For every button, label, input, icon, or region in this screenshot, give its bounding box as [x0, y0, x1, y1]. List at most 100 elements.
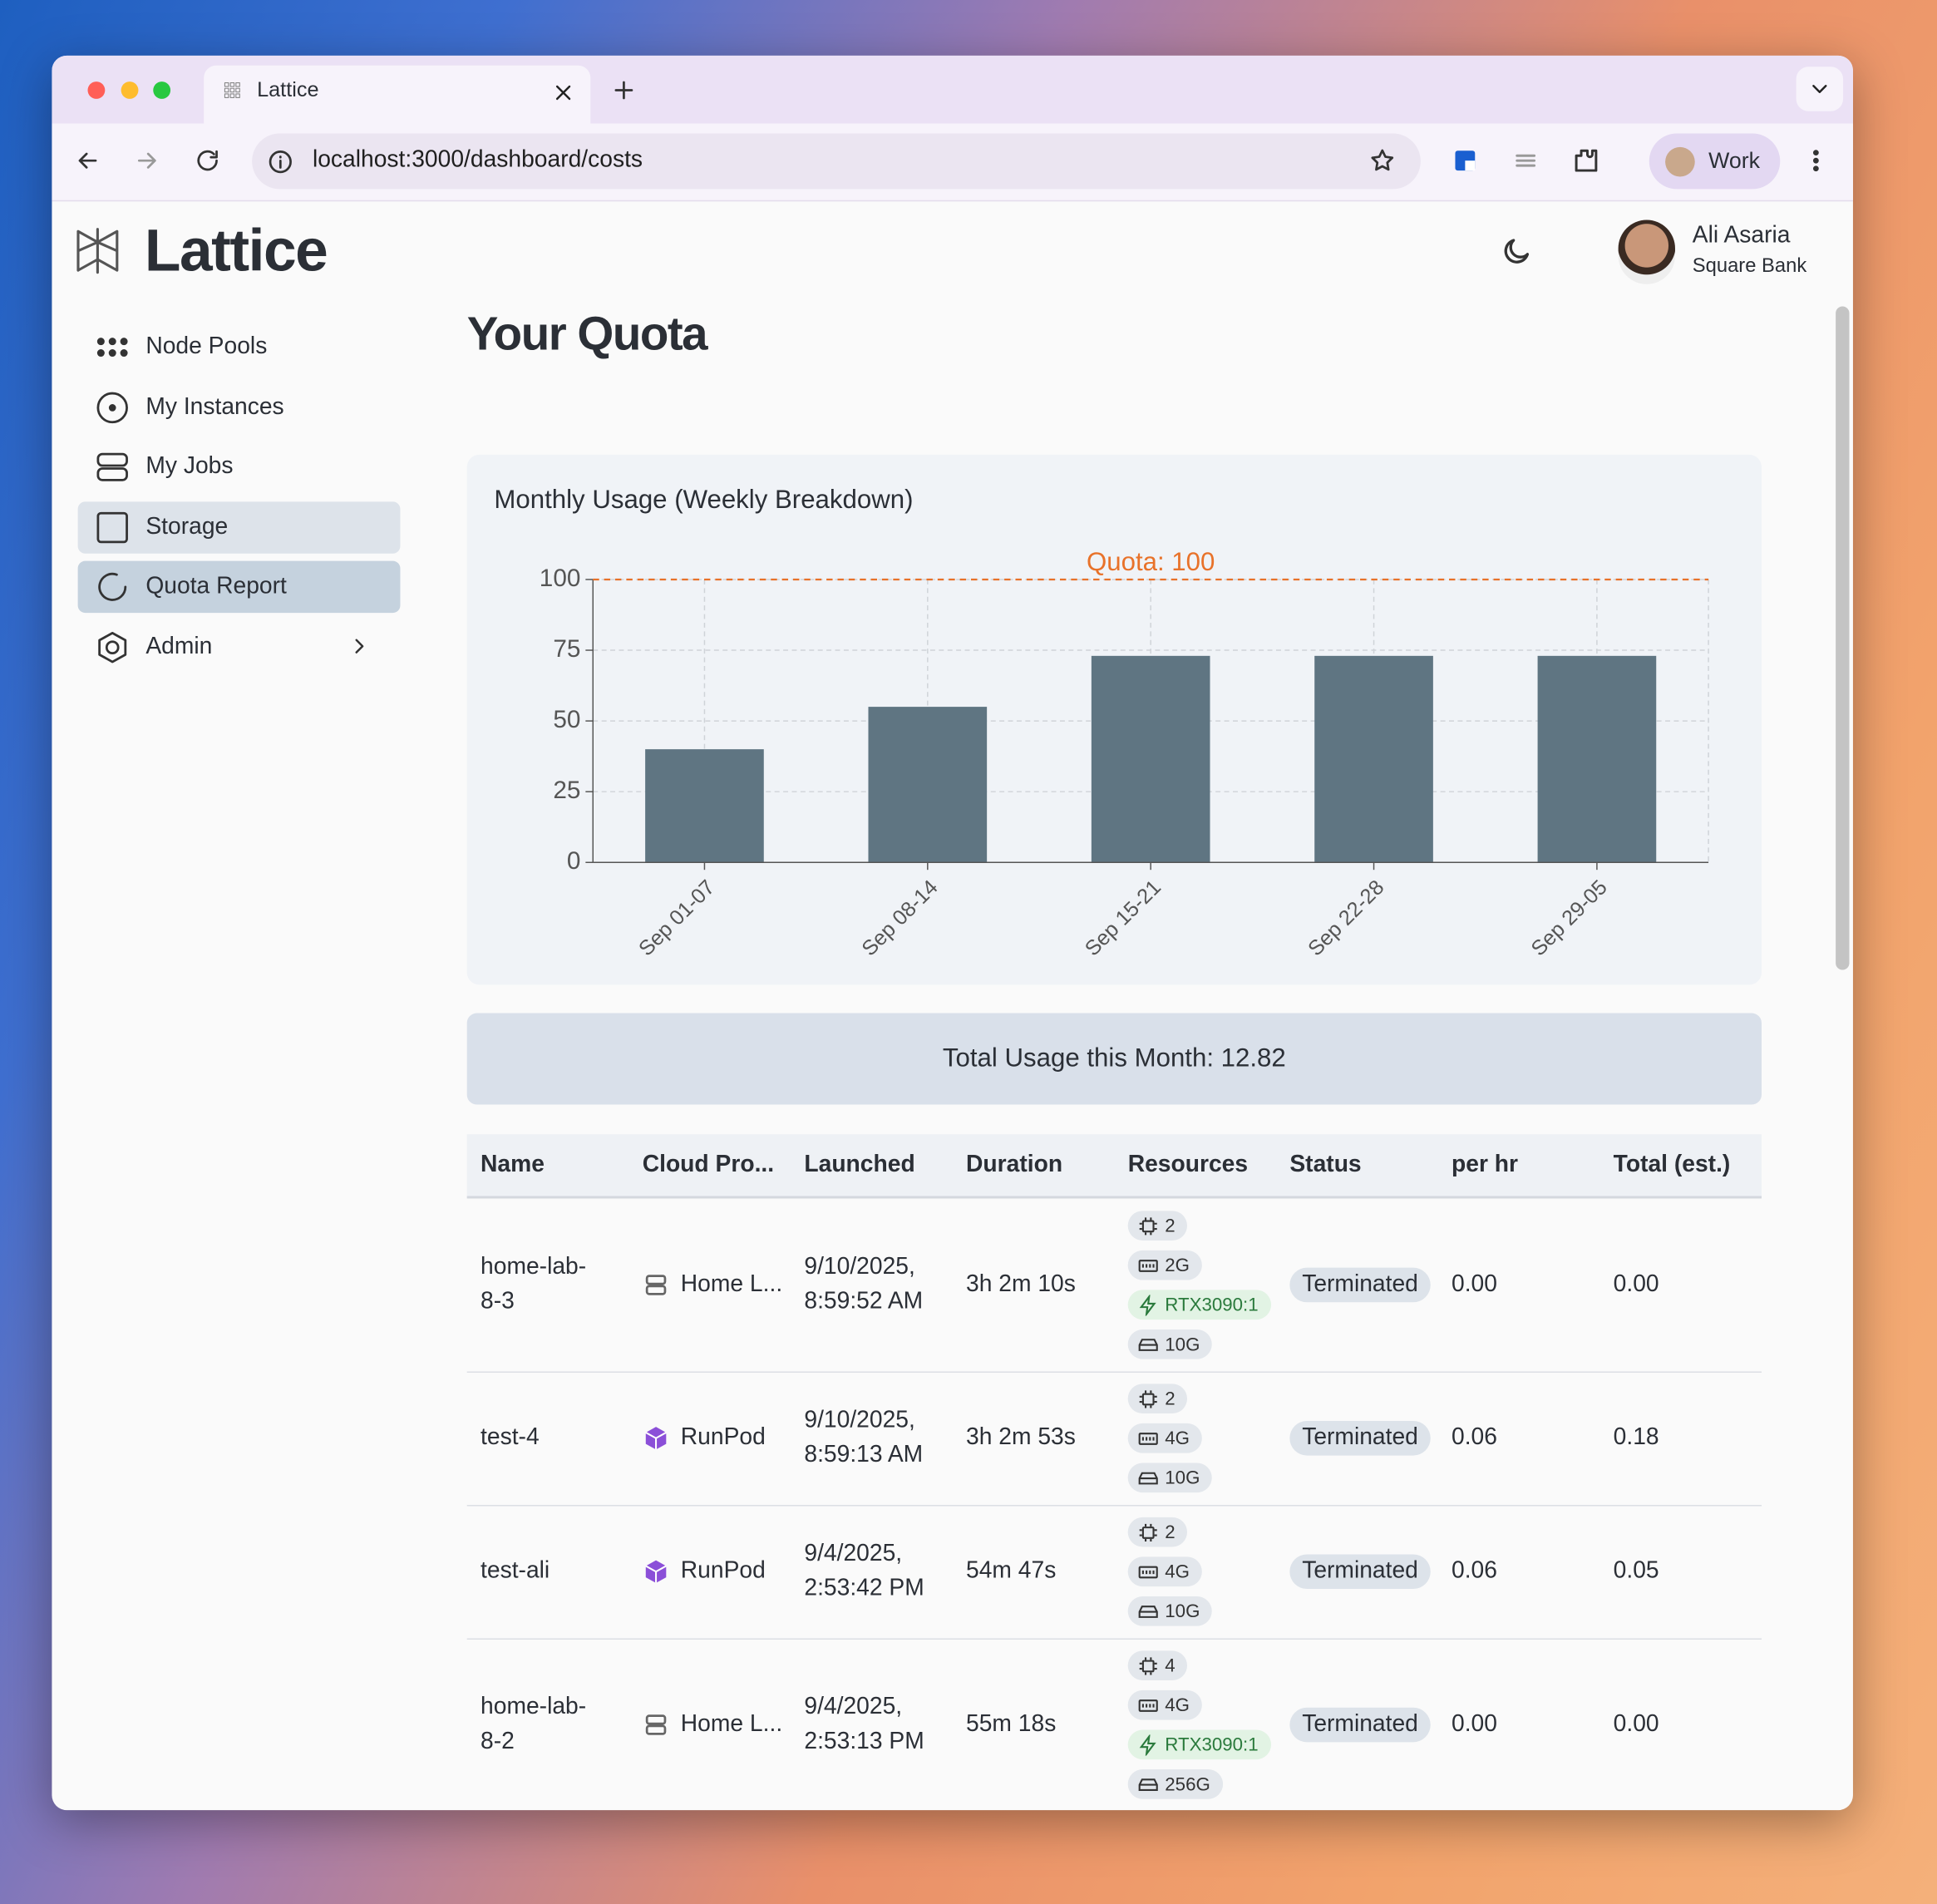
- column-header[interactable]: Resources: [1127, 1151, 1249, 1178]
- window-control[interactable]: [121, 81, 139, 99]
- table-row[interactable]: test-4 RunPod 9/10/2025, 8:59:13 AM 3h 2m 5…: [466, 1372, 1762, 1507]
- icon-part: [355, 639, 364, 654]
- cell-status: Terminated: [1289, 1420, 1431, 1456]
- icon-part: [269, 150, 292, 174]
- column-header[interactable]: Total (est.): [1613, 1151, 1731, 1178]
- icon-part: [1141, 1703, 1155, 1707]
- reload-button[interactable]: [194, 147, 221, 180]
- site-info[interactable]: [267, 148, 294, 181]
- quota-label: Quota: 100: [1087, 547, 1215, 576]
- cell-name: test-ali: [481, 1557, 550, 1585]
- cell-duration: 55m 18s: [966, 1711, 1057, 1738]
- icon-part: [1812, 85, 1827, 93]
- bookmark-star[interactable]: [1368, 147, 1396, 180]
- cell-per-hr: 0.06: [1452, 1557, 1497, 1585]
- x-tick-label: Sep 29-05: [1527, 876, 1612, 960]
- tab-search[interactable]: [1796, 67, 1844, 111]
- provider-name: Home L...: [680, 1271, 783, 1298]
- icon-part: [645, 1275, 667, 1295]
- status-pill: Terminated: [1289, 1707, 1431, 1743]
- resource-chip: 10G: [1127, 1329, 1213, 1359]
- resource-chip: 10G: [1127, 1463, 1213, 1493]
- icon-part: [1138, 1778, 1158, 1791]
- icon-part: [1516, 154, 1536, 167]
- icon-part: [1516, 154, 1536, 167]
- total-usage: Total Usage this Month: 12.82: [942, 1043, 1286, 1073]
- address-bar[interactable]: localhost:3000/dashboard/costs: [252, 133, 1421, 190]
- cell-total: 0.18: [1613, 1424, 1659, 1451]
- window-control[interactable]: [87, 81, 106, 99]
- column-header[interactable]: Name: [481, 1151, 545, 1178]
- icon-part: [78, 152, 97, 169]
- icon-part: [1139, 1734, 1156, 1755]
- nav-item[interactable]: Storage: [77, 501, 401, 554]
- column-header[interactable]: Duration: [966, 1151, 1063, 1178]
- nav-item[interactable]: Admin: [78, 621, 401, 673]
- table-header: Name Cloud Pro... Launched Duration Resource…: [466, 1134, 1762, 1199]
- cell-duration: 3h 2m 10s: [966, 1271, 1076, 1298]
- icon-part: [1138, 1605, 1158, 1618]
- new-tab[interactable]: [610, 76, 638, 110]
- nav-icon: [95, 570, 130, 611]
- table-row[interactable]: home-lab-8-3 Home L... 9/10/2025, 8:59:52 …: [466, 1198, 1762, 1374]
- icon-part: [96, 453, 128, 481]
- nav-item[interactable]: Quota Report: [77, 561, 401, 614]
- forward-button[interactable]: [133, 147, 160, 180]
- x-tick-label: Sep 15-21: [1081, 876, 1166, 960]
- nav-item[interactable]: Node Pools: [78, 321, 401, 372]
- column-header[interactable]: Status: [1289, 1151, 1362, 1178]
- icon-part: [1138, 1338, 1158, 1351]
- icon-part: [96, 338, 128, 358]
- nav-expand[interactable]: [347, 634, 372, 664]
- icon-part: [1139, 1216, 1157, 1235]
- browser-menu[interactable]: [1802, 147, 1830, 180]
- icon-part: [645, 1714, 667, 1735]
- resource-value: 2: [1165, 1215, 1176, 1236]
- app-logo: Lattice: [144, 219, 328, 284]
- column-header[interactable]: per hr: [1452, 1151, 1519, 1178]
- cell-resources: 4 4G RTX3090:1 256G: [1127, 1645, 1271, 1803]
- resource-icon: [1138, 1561, 1159, 1582]
- y-tick-label: 100: [540, 565, 581, 592]
- cell-total: 0.00: [1613, 1271, 1659, 1298]
- tab[interactable]: Lattice: [204, 65, 591, 124]
- tab-search-icon[interactable]: [1807, 76, 1832, 107]
- icon-part: [1812, 85, 1827, 93]
- nav-item[interactable]: My Instances: [78, 382, 401, 433]
- profile-name: Work: [1708, 148, 1761, 174]
- window-control[interactable]: [153, 81, 171, 99]
- icon-part: [645, 1714, 667, 1725]
- nav-label: Node Pools: [145, 333, 268, 360]
- tab-close[interactable]: [551, 81, 576, 111]
- nav-icon: [95, 510, 130, 550]
- cell-name: test-4: [481, 1424, 540, 1451]
- cell-provider: RunPod: [643, 1424, 766, 1452]
- theme-toggle[interactable]: [1500, 234, 1533, 274]
- icon-part: [224, 82, 240, 98]
- profile-button[interactable]: Work: [1649, 133, 1781, 190]
- nav-item[interactable]: My Jobs: [78, 441, 401, 493]
- extensions-menu[interactable]: [1571, 146, 1601, 181]
- user-name: Ali Asaria: [1692, 222, 1791, 249]
- table-row[interactable]: test-ali RunPod 9/4/2025, 2:53:42 PM 54m 47…: [466, 1505, 1762, 1640]
- cell-launched: 9/4/2025, 2:53:13 PM: [804, 1694, 924, 1755]
- resource-value: 2G: [1165, 1255, 1190, 1276]
- icon-part: [555, 85, 571, 101]
- provider-name: RunPod: [680, 1557, 766, 1585]
- icon-part: [197, 150, 218, 171]
- icon-part: [1138, 1259, 1158, 1272]
- nav-label: My Jobs: [145, 453, 234, 480]
- icon-part: [645, 1724, 667, 1735]
- back-button[interactable]: [74, 147, 101, 180]
- icon-part: [76, 228, 119, 274]
- resource-value: 4G: [1165, 1561, 1190, 1582]
- icon-part: [108, 349, 116, 358]
- column-header[interactable]: Launched: [804, 1151, 915, 1178]
- resource-icon: [1138, 1428, 1159, 1448]
- table-row[interactable]: home-lab-8-2 Home L... 9/4/2025, 2:53:13 P…: [467, 1639, 1762, 1811]
- extension[interactable]: [1451, 146, 1481, 181]
- resource-value: RTX3090:1: [1165, 1734, 1259, 1755]
- icon-part: [645, 1275, 667, 1285]
- extension[interactable]: [1511, 146, 1540, 181]
- column-header[interactable]: Cloud Pro...: [642, 1151, 775, 1178]
